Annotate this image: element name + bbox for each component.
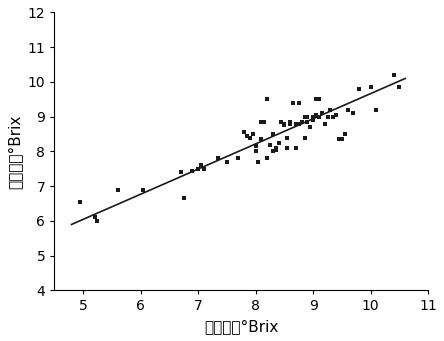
Point	[315, 114, 322, 119]
Point	[94, 218, 101, 224]
Point	[281, 121, 288, 127]
Point	[344, 107, 351, 113]
Point	[177, 169, 184, 175]
Point	[396, 85, 403, 90]
Point	[295, 100, 302, 105]
Point	[341, 131, 349, 137]
Point	[286, 119, 293, 125]
Point	[114, 187, 121, 192]
Point	[309, 117, 317, 123]
Point	[295, 121, 302, 127]
Point	[336, 136, 343, 142]
Point	[270, 131, 277, 137]
X-axis label: 测量値，°Brix: 测量値，°Brix	[204, 319, 278, 334]
Point	[356, 86, 363, 92]
Point	[289, 100, 297, 105]
Point	[180, 196, 187, 201]
Point	[249, 131, 256, 137]
Point	[270, 149, 277, 154]
Point	[258, 136, 265, 142]
Point	[272, 147, 279, 152]
Point	[272, 145, 279, 151]
Point	[214, 156, 222, 161]
Point	[301, 135, 308, 140]
Point	[264, 156, 271, 161]
Point	[200, 166, 207, 172]
Point	[309, 114, 317, 119]
Point	[304, 114, 311, 119]
Point	[301, 114, 308, 119]
Point	[350, 110, 357, 116]
Point	[298, 119, 305, 125]
Point	[252, 149, 259, 154]
Point	[261, 119, 268, 125]
Point	[333, 112, 340, 118]
Point	[243, 133, 250, 138]
Point	[264, 97, 271, 102]
Point	[373, 107, 380, 113]
Point	[307, 124, 314, 130]
Point	[235, 156, 242, 161]
Point	[292, 145, 299, 151]
Point	[304, 119, 311, 125]
Point	[321, 121, 328, 127]
Point	[189, 168, 196, 173]
Point	[318, 110, 325, 116]
Point	[327, 107, 334, 113]
Point	[140, 187, 147, 192]
Point	[284, 145, 291, 151]
Point	[258, 119, 265, 125]
Point	[367, 85, 374, 90]
Point	[286, 121, 293, 127]
Point	[241, 130, 248, 135]
Point	[284, 135, 291, 140]
Y-axis label: 预测値，°Brix: 预测値，°Brix	[7, 114, 22, 189]
Point	[313, 97, 320, 102]
Point	[315, 97, 322, 102]
Point	[255, 159, 262, 165]
Point	[77, 199, 84, 205]
Point	[390, 72, 397, 78]
Point	[292, 121, 299, 127]
Point	[324, 114, 331, 119]
Point	[281, 123, 288, 128]
Point	[194, 166, 202, 172]
Point	[223, 159, 230, 165]
Point	[275, 140, 282, 146]
Point	[198, 163, 205, 168]
Point	[91, 215, 98, 220]
Point	[252, 144, 259, 149]
Point	[313, 112, 320, 118]
Point	[330, 114, 337, 119]
Point	[338, 136, 345, 142]
Point	[246, 135, 254, 140]
Point	[266, 142, 274, 147]
Point	[278, 119, 285, 125]
